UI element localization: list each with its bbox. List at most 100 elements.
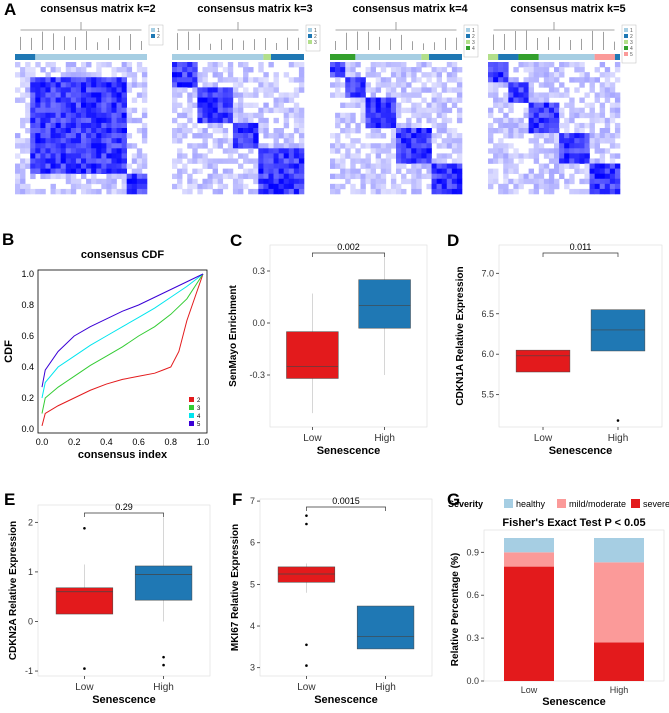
heatmap-title-k5: consensus matrix k=5 <box>510 3 626 15</box>
consensus-cell <box>503 117 509 124</box>
consensus-cell <box>15 72 21 78</box>
consensus-cell <box>518 122 524 129</box>
consensus-cell <box>513 128 519 134</box>
consensus-cell <box>91 77 97 83</box>
consensus-cell <box>365 87 371 93</box>
consensus-cell <box>177 102 183 108</box>
consensus-cell <box>559 153 565 159</box>
consensus-cell <box>594 143 600 149</box>
consensus-cell <box>375 158 382 164</box>
consensus-cell <box>609 87 616 93</box>
consensus-cell <box>594 188 600 195</box>
consensus-cell <box>182 153 188 159</box>
consensus-cell <box>202 92 208 98</box>
consensus-cell <box>554 102 560 108</box>
consensus-cell <box>355 188 361 195</box>
consensus-cell <box>65 143 72 149</box>
consensus-cell <box>50 87 56 93</box>
consensus-cell <box>202 133 208 139</box>
consensus-cell <box>116 122 122 129</box>
consensus-cell <box>81 183 87 190</box>
consensus-cell <box>232 117 239 124</box>
consensus-cell <box>385 102 392 108</box>
consensus-cell <box>493 173 499 180</box>
consensus-cell <box>579 168 585 174</box>
consensus-cell <box>55 148 61 154</box>
consensus-cell <box>406 153 412 159</box>
consensus-cell <box>86 183 92 190</box>
consensus-cell <box>217 62 224 68</box>
consensus-cell <box>554 183 560 190</box>
consensus-cell <box>451 158 458 164</box>
consensus-cell <box>599 87 606 93</box>
consensus-cell <box>238 62 244 68</box>
consensus-cell <box>503 143 509 149</box>
consensus-cell <box>538 128 545 134</box>
consensus-cell <box>243 112 249 119</box>
consensus-cell <box>91 117 97 124</box>
consensus-cell <box>533 107 540 114</box>
consensus-cell <box>121 178 127 185</box>
legend-swatch <box>624 34 628 38</box>
consensus-cell <box>283 183 290 190</box>
consensus-cell <box>548 102 555 108</box>
consensus-cell <box>268 92 274 98</box>
consensus-cell <box>456 168 463 174</box>
consensus-cell <box>401 163 407 169</box>
consensus-cell <box>126 143 133 149</box>
consensus-cell <box>116 163 122 169</box>
consensus-cell <box>268 158 274 164</box>
consensus-cell <box>268 153 274 159</box>
consensus-cell <box>406 72 412 78</box>
consensus-cell <box>222 173 229 180</box>
consensus-cell <box>401 67 407 73</box>
consensus-cell <box>380 102 387 108</box>
consensus-cell <box>238 117 244 124</box>
consensus-cell <box>390 102 397 108</box>
consensus-cell <box>298 128 305 134</box>
consensus-cell <box>416 163 422 169</box>
consensus-cell <box>182 122 188 129</box>
consensus-cell <box>177 183 183 190</box>
consensus-cell <box>421 143 427 149</box>
consensus-cell <box>330 92 336 98</box>
consensus-cell <box>604 138 611 144</box>
consensus-cell <box>375 163 382 169</box>
consensus-cell <box>30 188 36 195</box>
consensus-cell <box>523 112 529 119</box>
consensus-cell <box>554 158 560 164</box>
consensus-cell <box>238 128 244 134</box>
consensus-cell <box>121 158 127 164</box>
consensus-cell <box>584 122 590 129</box>
consensus-cell <box>365 168 371 174</box>
consensus-cell <box>503 183 509 190</box>
consensus-cell <box>355 92 361 98</box>
consensus-cell <box>60 102 67 108</box>
consensus-cell <box>278 97 284 103</box>
consensus-cell <box>599 138 606 144</box>
consensus-cell <box>513 67 519 73</box>
consensus-cell <box>609 107 616 114</box>
consensus-cell <box>70 143 77 149</box>
consensus-cell <box>126 82 133 88</box>
consensus-cell <box>197 133 203 139</box>
consensus-cell <box>350 188 356 195</box>
consensus-cell <box>243 158 249 164</box>
consensus-cell <box>493 72 499 78</box>
consensus-cell <box>441 138 448 144</box>
consensus-cell <box>436 102 442 108</box>
consensus-cell <box>50 188 56 195</box>
consensus-cell <box>599 158 606 164</box>
consensus-cell <box>340 183 346 190</box>
consensus-cell <box>111 148 117 154</box>
consensus-cell <box>446 133 453 139</box>
consensus-cell <box>253 112 259 119</box>
consensus-cell <box>207 97 213 103</box>
consensus-cell <box>121 87 127 93</box>
consensus-cell <box>238 178 244 185</box>
consensus-cell <box>330 62 336 68</box>
consensus-cell <box>111 122 117 129</box>
consensus-cell <box>564 178 570 185</box>
consensus-cell <box>411 148 417 154</box>
consensus-cell <box>441 102 448 108</box>
